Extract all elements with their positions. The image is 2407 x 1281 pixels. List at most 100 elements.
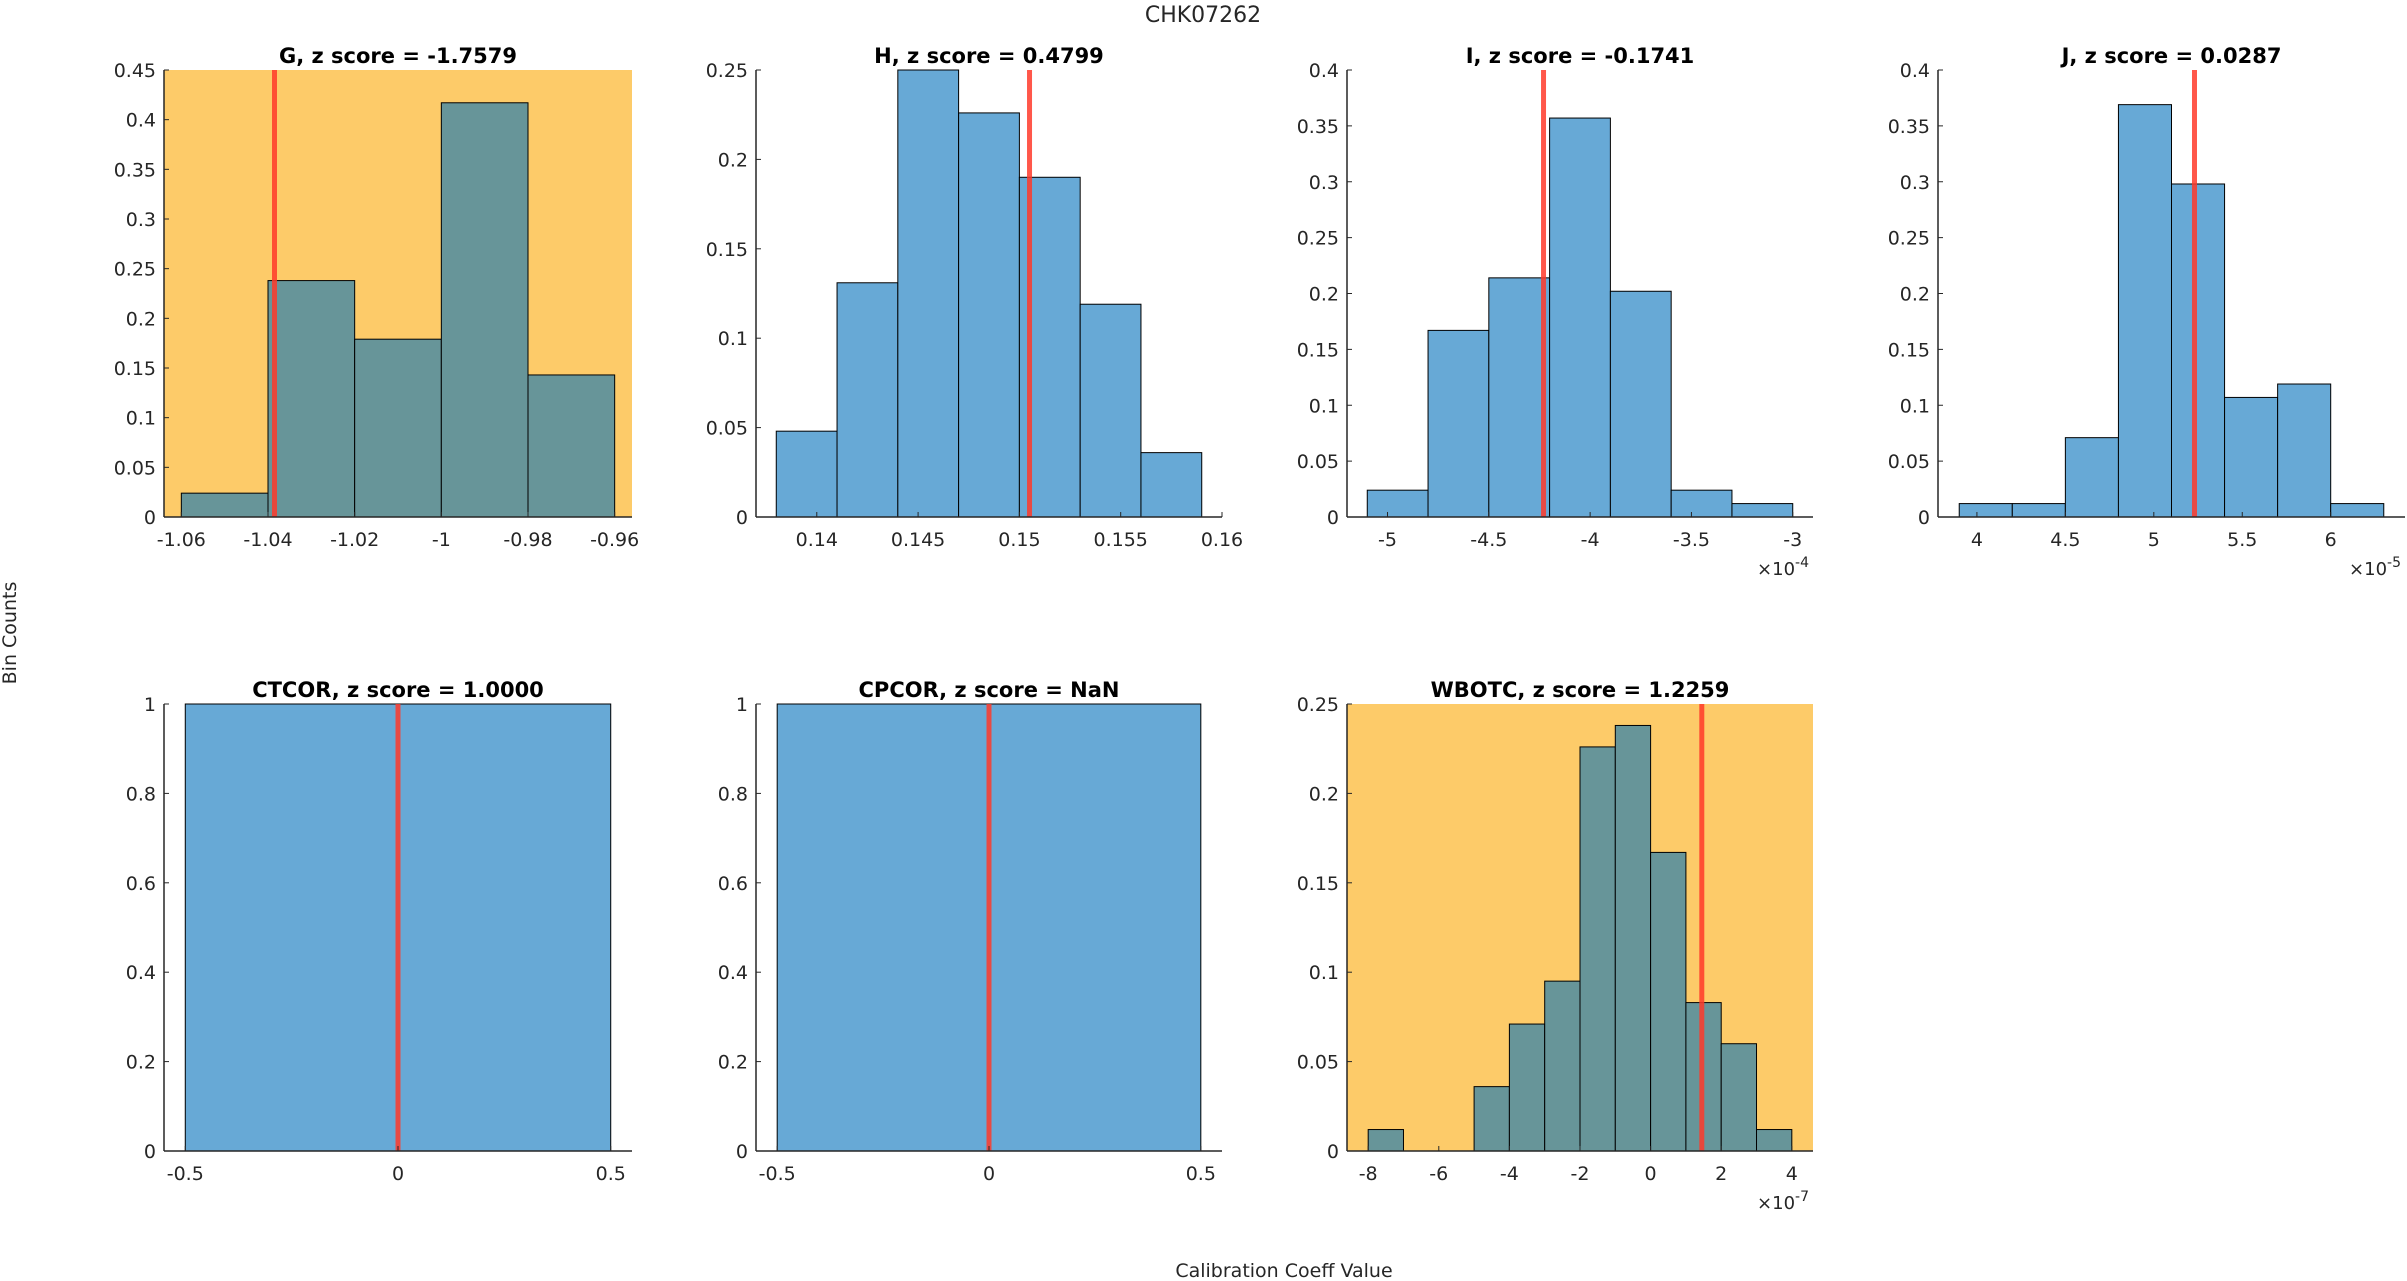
y-tick-label: 0.2: [1309, 284, 1339, 306]
histogram-bar: [958, 112, 1020, 518]
x-tick-label: -2: [1571, 1163, 1590, 1185]
histogram-bar: [440, 102, 529, 518]
y-tick-label: 0.1: [718, 328, 748, 350]
axis-exponent: ×10-4: [1757, 555, 1809, 580]
subplot-j: 0 0.05 0.1 0.15 0.2 0.25 0.3 0.35 0.4 4 4.5 5 5.5 6 ×1…: [1888, 44, 2405, 580]
y-tick-label: 0.45: [114, 60, 156, 82]
histogram-bar: [1756, 1129, 1793, 1152]
x-tick-label: -0.98: [503, 529, 552, 551]
histogram-bar: [1609, 290, 1672, 518]
histogram-bar: [1079, 303, 1142, 518]
y-tick-label: 0.2: [718, 1052, 748, 1074]
histogram-bar: [897, 69, 960, 518]
y-tick-label: 0.1: [1309, 962, 1339, 984]
histogram-bar: [527, 374, 616, 518]
y-tick-label: 0.05: [706, 418, 748, 440]
subplot-title: G, z score = -1.7579: [279, 44, 517, 68]
y-tick-label: 0.15: [1297, 339, 1339, 361]
x-tick-label: -3.5: [1673, 529, 1710, 551]
x-tick-label: 0: [1645, 1163, 1657, 1185]
x-tick-label: -4: [1581, 529, 1600, 551]
subplot-title: CPCOR, z score = NaN: [859, 678, 1120, 702]
y-tick-label: 0: [1918, 507, 1930, 529]
y-tick-label: 0.1: [1900, 395, 1930, 417]
x-tick-label: 0.5: [596, 1163, 626, 1185]
y-tick-label: 0.2: [718, 149, 748, 171]
y-tick-label: 0.4: [718, 962, 748, 984]
x-tick-label: 2: [1715, 1163, 1727, 1185]
subplot-ctcor: 0 0.2 0.4 0.6 0.8 1 -0.5 0 0.5 CTCOR, z score = 1…: [126, 678, 632, 1185]
histogram-bar: [1366, 489, 1429, 518]
x-tick-label: -5: [1378, 529, 1397, 551]
x-tick-label: 0.14: [796, 529, 838, 551]
subplot-title: J, z score = 0.0287: [2060, 44, 2282, 68]
x-tick-label: -1: [432, 529, 451, 551]
x-tick-label: 0.5: [1186, 1163, 1216, 1185]
y-tick-label: 0.3: [1309, 172, 1339, 194]
y-tick-label: 0.25: [1297, 694, 1339, 716]
histogram-bar: [775, 430, 838, 518]
x-tick-label: 0.16: [1201, 529, 1243, 551]
subplot-title: I, z score = -0.1741: [1466, 44, 1695, 68]
histogram-bar: [1367, 1129, 1404, 1152]
histogram-bar: [1670, 489, 1733, 518]
figure-title: CHK07262: [1145, 3, 1261, 28]
y-tick-label: 0.15: [1888, 339, 1930, 361]
x-tick-label: -1.02: [330, 529, 379, 551]
subplots: 0 0.05 0.1 0.15 0.2 0.25 0.3 0.35 0.4 0.45 -1.06 -1…: [114, 44, 2405, 1214]
histogram-bar: [1958, 503, 2013, 518]
x-tick-label: -4.5: [1470, 529, 1507, 551]
y-tick-label: 0.2: [126, 308, 156, 330]
y-tick-label: 0.35: [114, 159, 156, 181]
y-tick-label: 0.25: [1297, 228, 1339, 250]
y-tick-label: 0.05: [114, 457, 156, 479]
histogram-bar: [1427, 329, 1490, 518]
y-tick-label: 0.05: [1297, 451, 1339, 473]
subplot-wbotc: 0 0.05 0.1 0.15 0.2 0.25 -8 -6 -4 -2 0 2 4 ×10-7 WBOTC…: [1297, 678, 1813, 1214]
histogram-bar: [1720, 1043, 1758, 1152]
subplot-i: 0 0.05 0.1 0.15 0.2 0.25 0.3 0.35 0.4 -5 -4.5 -4 -3.…: [1297, 44, 1813, 580]
y-tick-label: 0.25: [706, 60, 748, 82]
histogram-bar: [836, 282, 899, 518]
y-tick-label: 0.4: [1900, 60, 1930, 82]
histogram-bar: [1549, 117, 1611, 518]
y-tick-label: 0.4: [126, 110, 156, 132]
x-tick-label: -0.5: [167, 1163, 204, 1185]
x-tick-label: -0.5: [759, 1163, 796, 1185]
histogram-bar: [2171, 183, 2226, 518]
subplot-g: 0 0.05 0.1 0.15 0.2 0.25 0.3 0.35 0.4 0.45 -1.06 -1…: [114, 44, 640, 551]
y-tick-label: 0.15: [114, 358, 156, 380]
y-tick-label: 0.15: [1297, 873, 1339, 895]
x-tick-label: -1.06: [157, 529, 206, 551]
x-tick-label: -3: [1783, 529, 1802, 551]
x-tick-label: 4: [1786, 1163, 1798, 1185]
subplot-title: H, z score = 0.4799: [874, 44, 1104, 68]
x-tick-label: 4.5: [2050, 529, 2080, 551]
x-tick-label: 0.155: [1093, 529, 1147, 551]
histogram-bar: [1614, 724, 1652, 1152]
x-tick-label: 0: [983, 1163, 995, 1185]
y-tick-label: 0.2: [1900, 284, 1930, 306]
x-tick-label: 5.5: [2227, 529, 2257, 551]
histogram-bar: [2224, 396, 2279, 518]
y-tick-label: 0: [1327, 507, 1339, 529]
y-tick-label: 0.6: [718, 873, 748, 895]
subplot-h: 0 0.05 0.1 0.15 0.2 0.25 0.14 0.145 0.15 0.155 0.1…: [706, 44, 1243, 551]
subplot-title: CTCOR, z score = 1.0000: [252, 678, 544, 702]
x-tick-label: -1.04: [243, 529, 292, 551]
x-tick-label: 6: [2325, 529, 2337, 551]
x-tick-label: 4: [1971, 529, 1983, 551]
y-tick-label: 0.8: [126, 783, 156, 805]
histogram-bar: [1650, 851, 1687, 1152]
y-tick-label: 0.1: [1309, 395, 1339, 417]
subplot-title: WBOTC, z score = 1.2259: [1431, 678, 1730, 702]
histogram-bar: [1140, 452, 1203, 518]
y-tick-label: 0.15: [706, 239, 748, 261]
y-tick-label: 0.05: [1297, 1052, 1339, 1074]
y-tick-label: 0.35: [1888, 116, 1930, 138]
histogram-bar: [2117, 104, 2173, 518]
subplot-cpcor: 0 0.2 0.4 0.6 0.8 1 -0.5 0 0.5 CPCOR, z score = N…: [718, 678, 1222, 1185]
histogram-bar: [1508, 1023, 1546, 1152]
axis-exponent: ×10-7: [1757, 1189, 1809, 1214]
histogram-bar: [2011, 503, 2066, 518]
